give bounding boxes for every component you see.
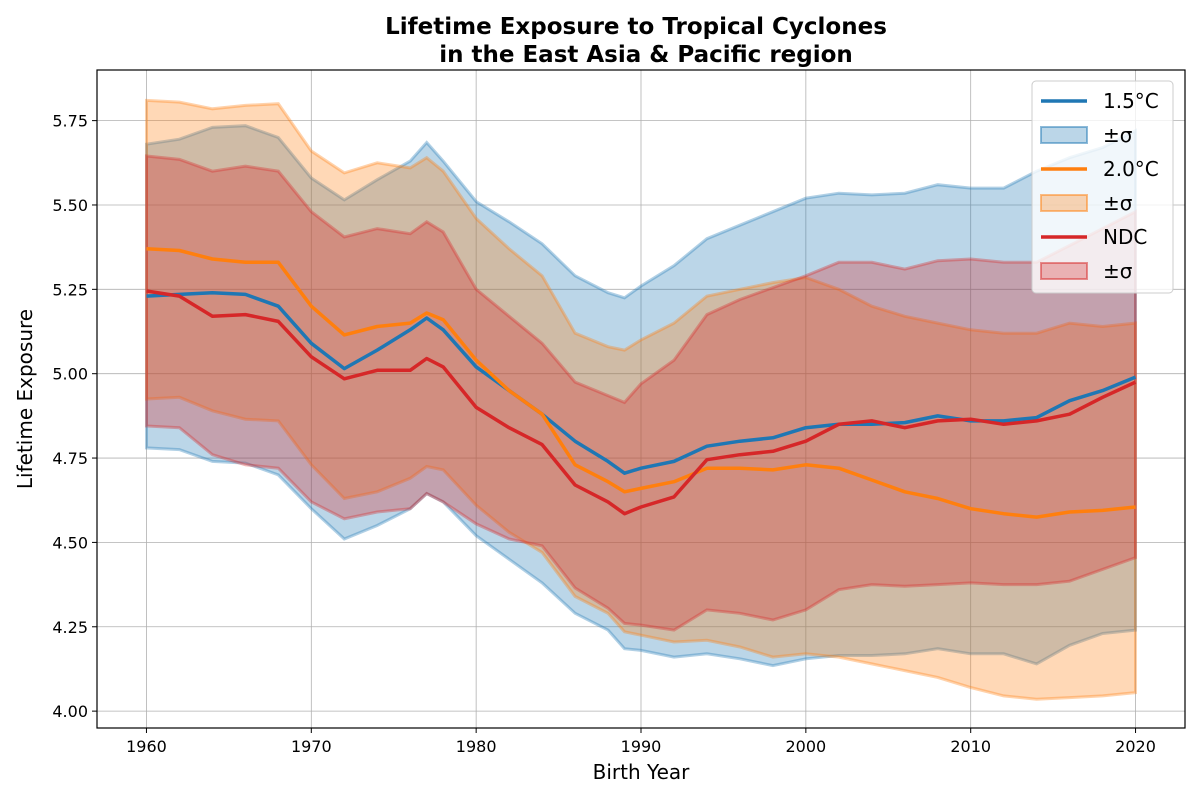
y-tick-label: 4.50	[52, 533, 88, 552]
legend-label-2: NDC	[1103, 225, 1147, 249]
x-tick-label: 1960	[126, 737, 167, 756]
std-band-1	[145, 98, 1137, 701]
x-tick-label: 2020	[1115, 737, 1156, 756]
y-tick-label: 5.75	[52, 112, 88, 131]
y-axis-ticks: 4.00 4.25 4.50 4.75 5.00 5.25 5.50 5.75	[52, 112, 97, 721]
chart-subtitle: in the East Asia & Pacific region	[439, 42, 853, 68]
legend-label-0: 1.5°C	[1103, 89, 1159, 113]
legend-band-label-1: ±σ	[1103, 191, 1133, 215]
legend-band-swatch-1	[1040, 194, 1088, 212]
chart-title: Lifetime Exposure to Tropical Cyclones	[385, 14, 887, 40]
x-axis-ticks: 1960 1970 1980 1990 2000 2010 2020	[126, 728, 1156, 756]
y-tick-label: 5.25	[52, 280, 88, 299]
y-tick-label: 5.50	[52, 196, 88, 215]
legend: 1.5°C ±σ 2.0°C ±σ NDC ±σ	[1031, 80, 1174, 294]
legend-label-1: 2.0°C	[1103, 157, 1159, 181]
legend-band-swatch-0	[1040, 126, 1088, 144]
std-bands	[145, 98, 1137, 701]
x-tick-label: 1970	[291, 737, 332, 756]
legend-box	[1031, 80, 1174, 294]
x-axis-label: Birth Year	[593, 760, 690, 784]
legend-band-label-2: ±σ	[1103, 259, 1133, 283]
x-tick-label: 2010	[950, 737, 991, 756]
y-tick-label: 5.00	[52, 365, 88, 384]
legend-band-swatch-2	[1040, 262, 1088, 280]
x-tick-label: 2000	[785, 737, 826, 756]
y-tick-label: 4.00	[52, 702, 88, 721]
series-line-2	[146, 289, 1137, 516]
x-tick-label: 1980	[456, 737, 497, 756]
std-band-0	[145, 124, 1137, 668]
y-tick-label: 4.25	[52, 618, 88, 637]
x-tick-label: 1990	[621, 737, 662, 756]
series-lines	[146, 247, 1137, 519]
y-tick-label: 4.75	[52, 449, 88, 468]
series-line-1	[146, 247, 1136, 519]
grid-lines	[97, 70, 1185, 728]
std-band-2	[145, 154, 1137, 632]
legend-band-label-0: ±σ	[1103, 123, 1133, 147]
y-axis-label: Lifetime Exposure	[13, 309, 37, 489]
